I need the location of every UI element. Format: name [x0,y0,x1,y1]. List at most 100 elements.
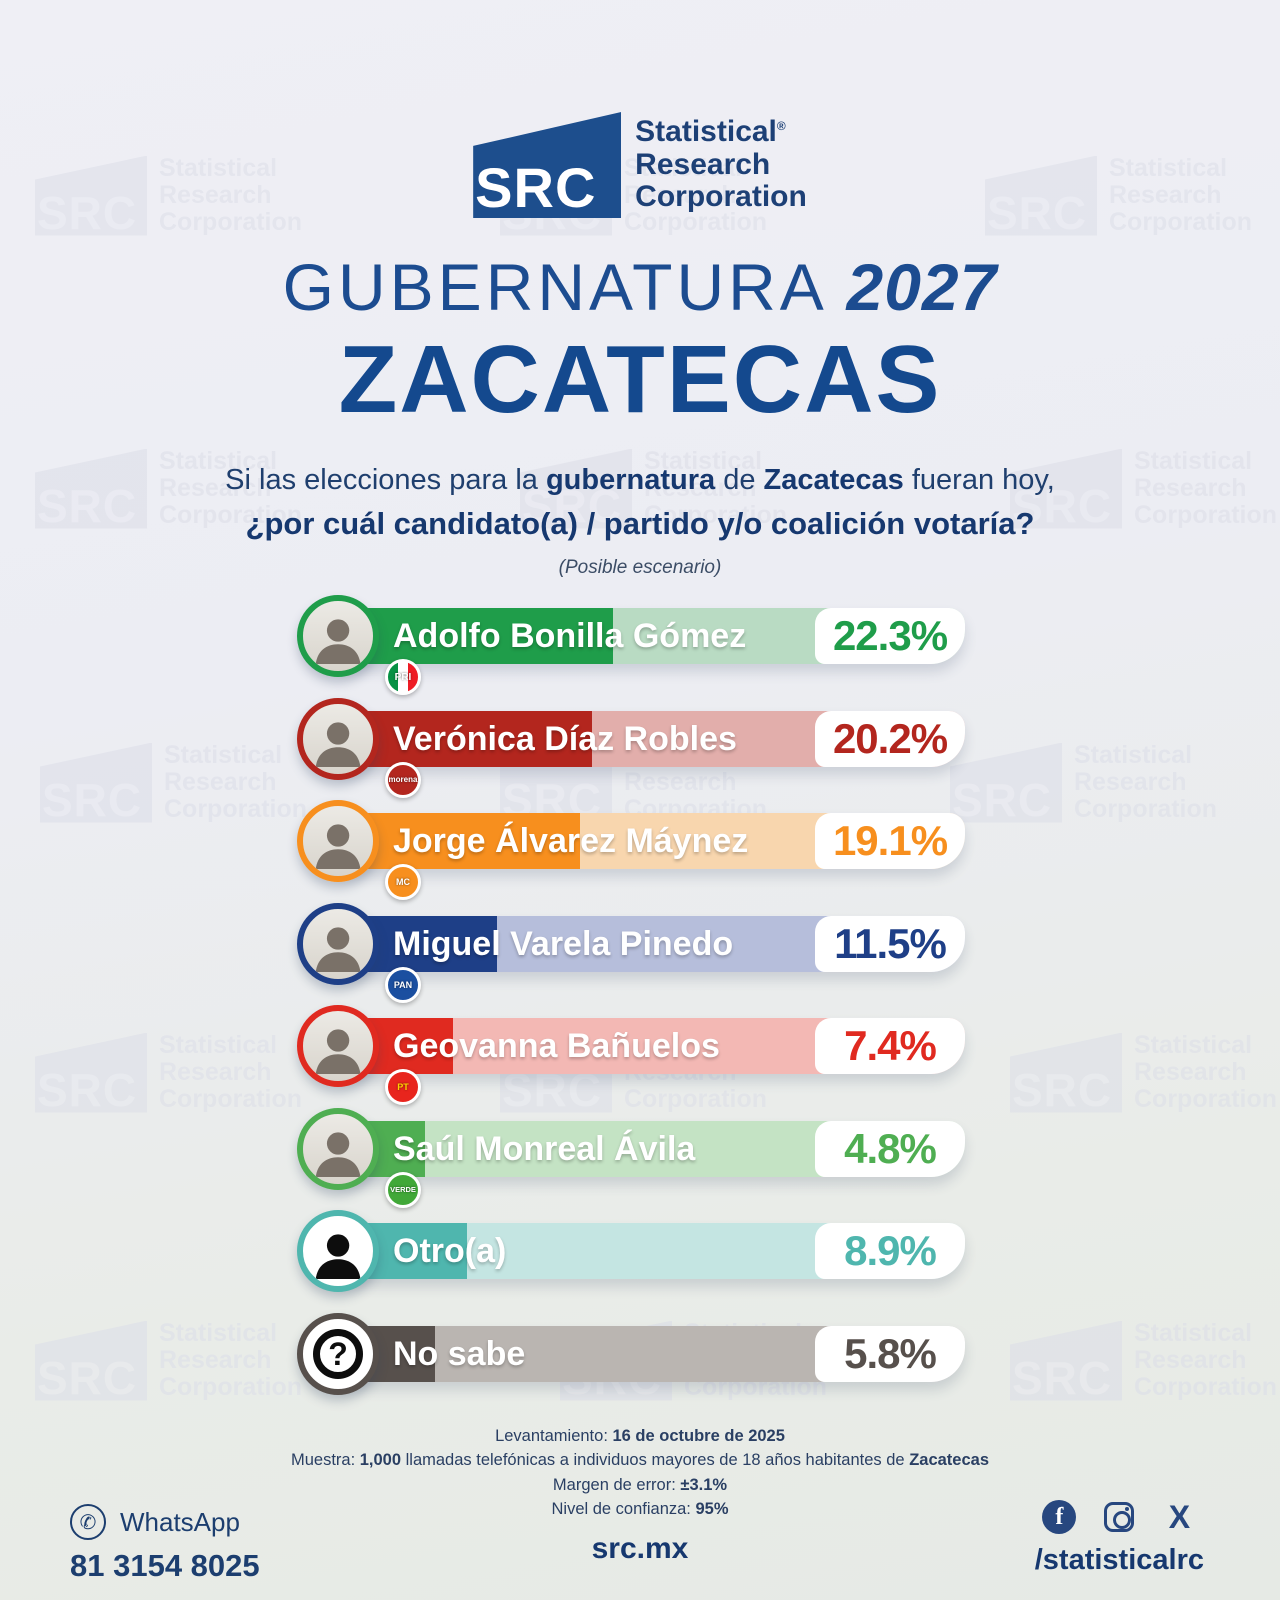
party-badge: morena [385,761,421,798]
result-bar: No sabe 5.8% [335,1325,965,1382]
percentage-badge: 7.4% [815,1018,965,1074]
note-levantamiento: Levantamiento: 16 de octubre de 2025 [495,1427,785,1445]
whatsapp-label: WhatsApp [120,1506,240,1537]
registered-mark: ® [776,119,786,134]
percentage-value: 11.5% [834,919,947,967]
result-row: No sabe 5.8% ? [297,1312,965,1395]
result-bar: Saúl Monreal Ávila 4.8% [335,1120,965,1177]
candidate-name: Otro(a) [393,1232,507,1270]
percentage-value: 20.2% [832,714,948,762]
x-twitter-icon[interactable]: X [1168,1499,1191,1535]
candidate-avatar: ? [297,1312,379,1395]
social-handle[interactable]: /statisticalrc [1034,1544,1204,1576]
person-silhouette-icon [315,1234,361,1280]
scenario-note: (Posible escenario) [558,557,722,578]
result-bar: Miguel Varela Pinedo 11.5% [335,915,965,972]
candidate-avatar [297,902,379,985]
note-confianza: Nivel de confianza: 95% [551,1500,729,1519]
result-bar: Verónica Díaz Robles 20.2% [335,710,965,767]
page-title: ZACATECAS [338,326,942,433]
percentage-badge: 22.3% [815,608,965,664]
percentage-badge: 5.8% [815,1325,965,1382]
percentage-value: 7.4% [844,1022,937,1069]
percentage-badge: 11.5% [815,915,965,972]
result-bar: Adolfo Bonilla Gómez 22.3% [335,608,965,664]
result-row: Verónica Díaz Robles 20.2% morena [297,697,965,798]
candidate-avatar [297,1107,379,1190]
result-bar: Geovanna Bañuelos 7.4% [335,1018,965,1074]
candidate-name: Adolfo Bonilla Gómez [393,617,747,655]
result-bar: Otro(a) 8.9% [335,1223,965,1279]
logo-word-statistical: Statistical [635,115,777,149]
logo-word-corporation: Corporation [635,180,807,214]
result-row: Adolfo Bonilla Gómez 22.3% PRI [297,595,965,695]
percentage-badge: 20.2% [815,710,965,767]
methodology-notes: Levantamiento: 16 de octubre de 2025 Mue… [0,1424,1280,1522]
person-silhouette-icon [315,1029,361,1075]
candidate-name: Verónica Díaz Robles [393,719,737,758]
note-muestra: Muestra: 1,000 llamadas telefónicas a in… [290,1451,990,1470]
candidate-avatar [297,697,379,780]
percentage-value: 19.1% [832,817,948,864]
result-row: Miguel Varela Pinedo 11.5% PAN [297,902,965,1003]
party-badge: PT [385,1069,421,1105]
src-logo-wordmark: Statistical® Research Corporation [635,116,807,213]
instagram-icon[interactable] [1102,1500,1136,1534]
src-logo: SRC Statistical® Research Corporation [0,112,1280,218]
whatsapp-phone[interactable]: 81 3154 8025 [70,1548,260,1583]
party-badge: VERDE [385,1171,421,1208]
title-kicker: GUBERNATURA 2027 [0,254,1280,320]
candidate-name: Miguel Varela Pinedo [393,924,734,963]
title-year: 2027 [846,250,998,324]
question-line2: ¿por cuál candidato(a) / partido y/o coa… [245,506,1035,541]
result-row: Otro(a) 8.9% [297,1210,965,1292]
party-badge: PRI [385,659,421,695]
survey-question: Si las elecciones para la gubernatura de… [0,464,1280,579]
percentage-badge: 19.1% [815,813,965,869]
candidate-name: No sabe [393,1334,526,1373]
percentage-value: 22.3% [832,612,948,659]
src-logo-flag-icon: SRC [473,112,622,219]
candidate-avatar [297,1005,379,1087]
candidate-avatar [297,595,379,677]
person-silhouette-icon [315,927,361,972]
candidate-name: Jorge Álvarez Máynez [393,822,749,860]
person-silhouette-icon [315,1132,361,1177]
result-row: Geovanna Bañuelos 7.4% PT [297,1005,965,1105]
social-contact: f X /statisticalrc [1035,1500,1204,1577]
person-silhouette-icon [315,824,361,870]
result-row: Jorge Álvarez Máynez 19.1% MC [297,800,965,900]
facebook-icon[interactable]: f [1042,1500,1077,1534]
candidate-name: Saúl Monreal Ávila [393,1129,696,1168]
result-bar: Jorge Álvarez Máynez 19.1% [335,813,965,869]
title-gubernatura: GUBERNATURA [282,250,825,324]
question-mark-icon: ? [313,1328,363,1379]
percentage-value: 8.9% [844,1227,937,1274]
logo-word-research: Research [635,147,771,181]
website-url[interactable]: src.mx [591,1532,689,1565]
results-list: Adolfo Bonilla Gómez 22.3% PRI Verónica … [297,595,965,1395]
percentage-value: 5.8% [844,1329,937,1377]
note-margen: Margen de error: ±3.1% [552,1475,728,1494]
percentage-value: 4.8% [844,1124,937,1172]
result-row: Saúl Monreal Ávila 4.8% VERDE [297,1107,965,1208]
whatsapp-contact: ✆ WhatsApp 81 3154 8025 [70,1504,260,1584]
question-line1: Si las elecciones para la gubernatura de… [225,464,1055,496]
whatsapp-icon[interactable]: ✆ [70,1504,106,1540]
bar-fill [335,608,613,664]
src-logo-acronym: SRC [475,156,597,219]
candidate-name: Geovanna Bañuelos [393,1027,720,1065]
party-badge: MC [385,864,421,900]
person-silhouette-icon [315,619,361,665]
person-silhouette-icon [315,722,361,767]
candidate-avatar [297,1210,379,1292]
percentage-badge: 4.8% [815,1120,965,1177]
party-badge: PAN [385,966,421,1003]
